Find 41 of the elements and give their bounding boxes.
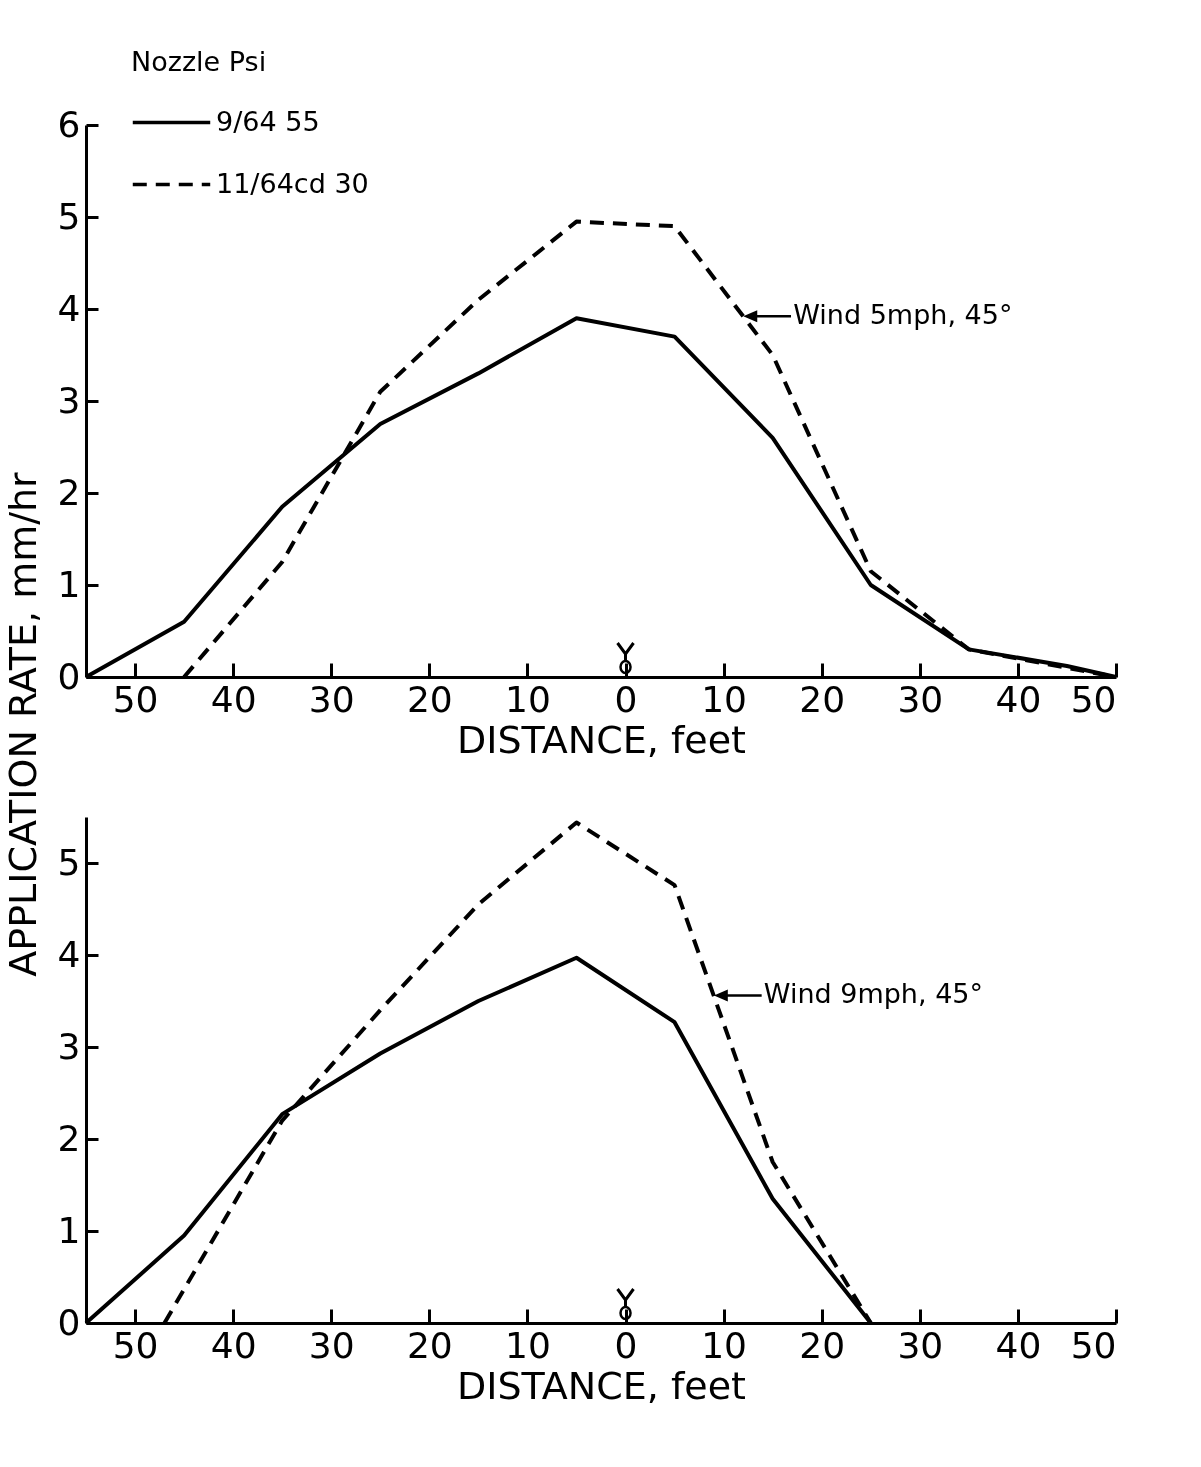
x-tick-label: 30 — [308, 1324, 355, 1366]
annotation: Wind 9mph, 45° — [763, 978, 984, 1010]
legend-title: Nozzle Psi — [131, 46, 267, 77]
x-tick-label: 20 — [799, 1324, 846, 1366]
x-tick-label: 20 — [406, 678, 453, 720]
x-tick-label: 30 — [897, 1324, 944, 1366]
x-tick-label: 0 — [614, 678, 638, 720]
y-tick-label: 3 — [57, 379, 81, 421]
x-tick-label: 30 — [308, 678, 355, 720]
x-tick-label: 30 — [897, 678, 944, 720]
x-axis-title: DISTANCE, feet — [456, 717, 747, 762]
y-tick-label: 4 — [57, 287, 81, 329]
x-tick-label: 40 — [995, 1324, 1042, 1366]
x-tick-label: 40 — [210, 678, 257, 720]
x-tick-label: 50 — [112, 1324, 159, 1366]
x-tick-label: 10 — [505, 678, 551, 720]
x-tick-label: 0 — [614, 1324, 638, 1366]
x-tick-label: 50 — [112, 678, 159, 720]
x-axis-title: DISTANCE, feet — [456, 1363, 747, 1408]
y-tick-label: 5 — [57, 841, 81, 883]
y-tick-label: 1 — [57, 1209, 81, 1251]
y-tick-label: 2 — [57, 1117, 81, 1159]
y-tick-label: 2 — [57, 471, 81, 513]
x-tick-label: 10 — [505, 1324, 551, 1366]
x-tick-label: 50 — [1070, 1324, 1117, 1366]
x-tick-label: 20 — [406, 1324, 453, 1366]
y-tick-label: 5 — [57, 195, 81, 237]
x-tick-label: 20 — [799, 678, 846, 720]
y-tick-label: 3 — [57, 1025, 81, 1067]
y-tick-label: 1 — [57, 563, 81, 605]
x-tick-label: 10 — [701, 678, 748, 720]
y-tick-label: 6 — [57, 103, 81, 145]
x-tick-label: 40 — [995, 678, 1042, 720]
y-axis-title: APPLICATION RATE, mm/hr — [0, 471, 45, 977]
legend-label: 9/64 55 — [216, 105, 320, 137]
x-tick-label: 40 — [210, 1324, 257, 1366]
legend-label: 11/64cd 30 — [216, 167, 369, 199]
x-tick-label: 50 — [1070, 678, 1117, 720]
annotation: Wind 5mph, 45° — [793, 299, 1013, 331]
x-tick-label: 10 — [701, 1324, 748, 1366]
y-tick-label: 4 — [57, 933, 81, 975]
